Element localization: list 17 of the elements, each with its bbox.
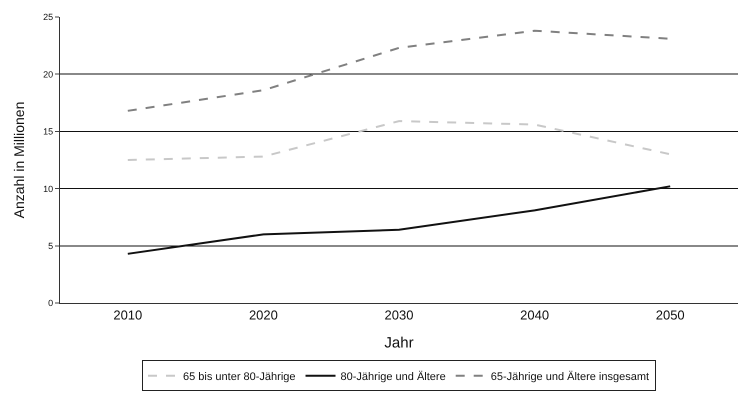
x-axis-title: Jahr	[384, 334, 414, 352]
legend-label: 65 bis unter 80-Jährige	[183, 370, 296, 383]
line-series	[126, 120, 672, 161]
y-tick-label: 5	[48, 240, 54, 251]
x-tick-label: 2030	[384, 308, 414, 323]
y-tick-label: 25	[43, 12, 54, 22]
y-tick-label: 10	[43, 184, 54, 194]
x-tick-label: 2040	[520, 308, 550, 323]
x-tick-label: 2010	[113, 308, 142, 323]
y-tick-label: 20	[43, 69, 54, 80]
y-tick-label: 15	[43, 126, 54, 137]
legend-label: 80-Jährige und Ältere	[340, 370, 446, 383]
x-tick-label: 2050	[656, 308, 685, 323]
legend-label: 65-Jährige und Ältere insgesamt	[490, 370, 650, 383]
y-tick-label: 0	[48, 298, 54, 308]
y-axis-title: Anzahl in Millionen	[10, 102, 27, 218]
x-tick-label: 2020	[248, 308, 278, 323]
